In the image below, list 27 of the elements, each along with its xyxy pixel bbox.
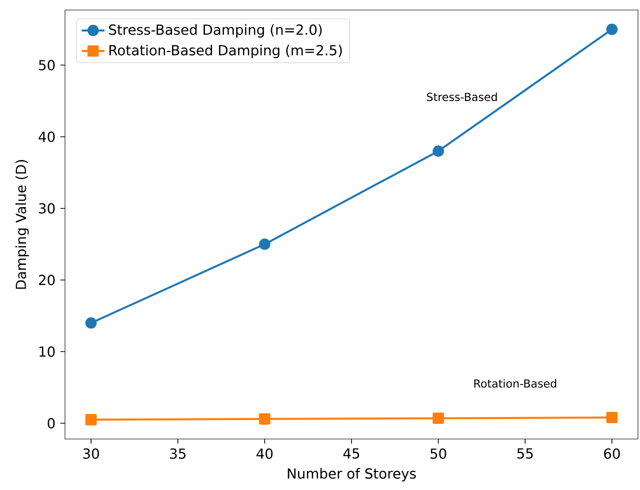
- annotation: Rotation-Based: [474, 379, 556, 388]
- legend-label: Rotation-Based Damping (m=2.5): [110, 44, 342, 58]
- y-tick-label: 0: [48, 418, 55, 428]
- point: [606, 24, 618, 36]
- x-tick-label: 40: [256, 448, 273, 459]
- x-tick-label: 45: [343, 448, 360, 459]
- point: [606, 412, 618, 424]
- legend-label: Stress-Based Damping (n=2.0): [109, 24, 322, 38]
- point: [259, 238, 270, 250]
- y-tick-label: 30: [39, 203, 55, 214]
- y-tick-label: 10: [40, 346, 55, 357]
- point: [85, 414, 97, 426]
- annotation: Stress-Based: [426, 92, 497, 102]
- y-tick-label: 50: [39, 60, 55, 70]
- y-axis-title: Damping Value (D): [15, 160, 29, 289]
- x-tick-label: 50: [430, 448, 446, 459]
- point: [432, 412, 444, 424]
- point: [85, 317, 97, 329]
- y-tick-label: 40: [38, 132, 55, 142]
- x-axis-title: Number of Storeys: [288, 468, 416, 482]
- point: [259, 413, 270, 425]
- y-tick-label: 20: [39, 274, 55, 286]
- x-tick-label: 30: [83, 448, 99, 459]
- x-tick-label: 55: [517, 448, 533, 459]
- x-tick-label: 35: [170, 448, 186, 459]
- x-tick-label: 60: [604, 448, 620, 459]
- point: [432, 145, 444, 157]
